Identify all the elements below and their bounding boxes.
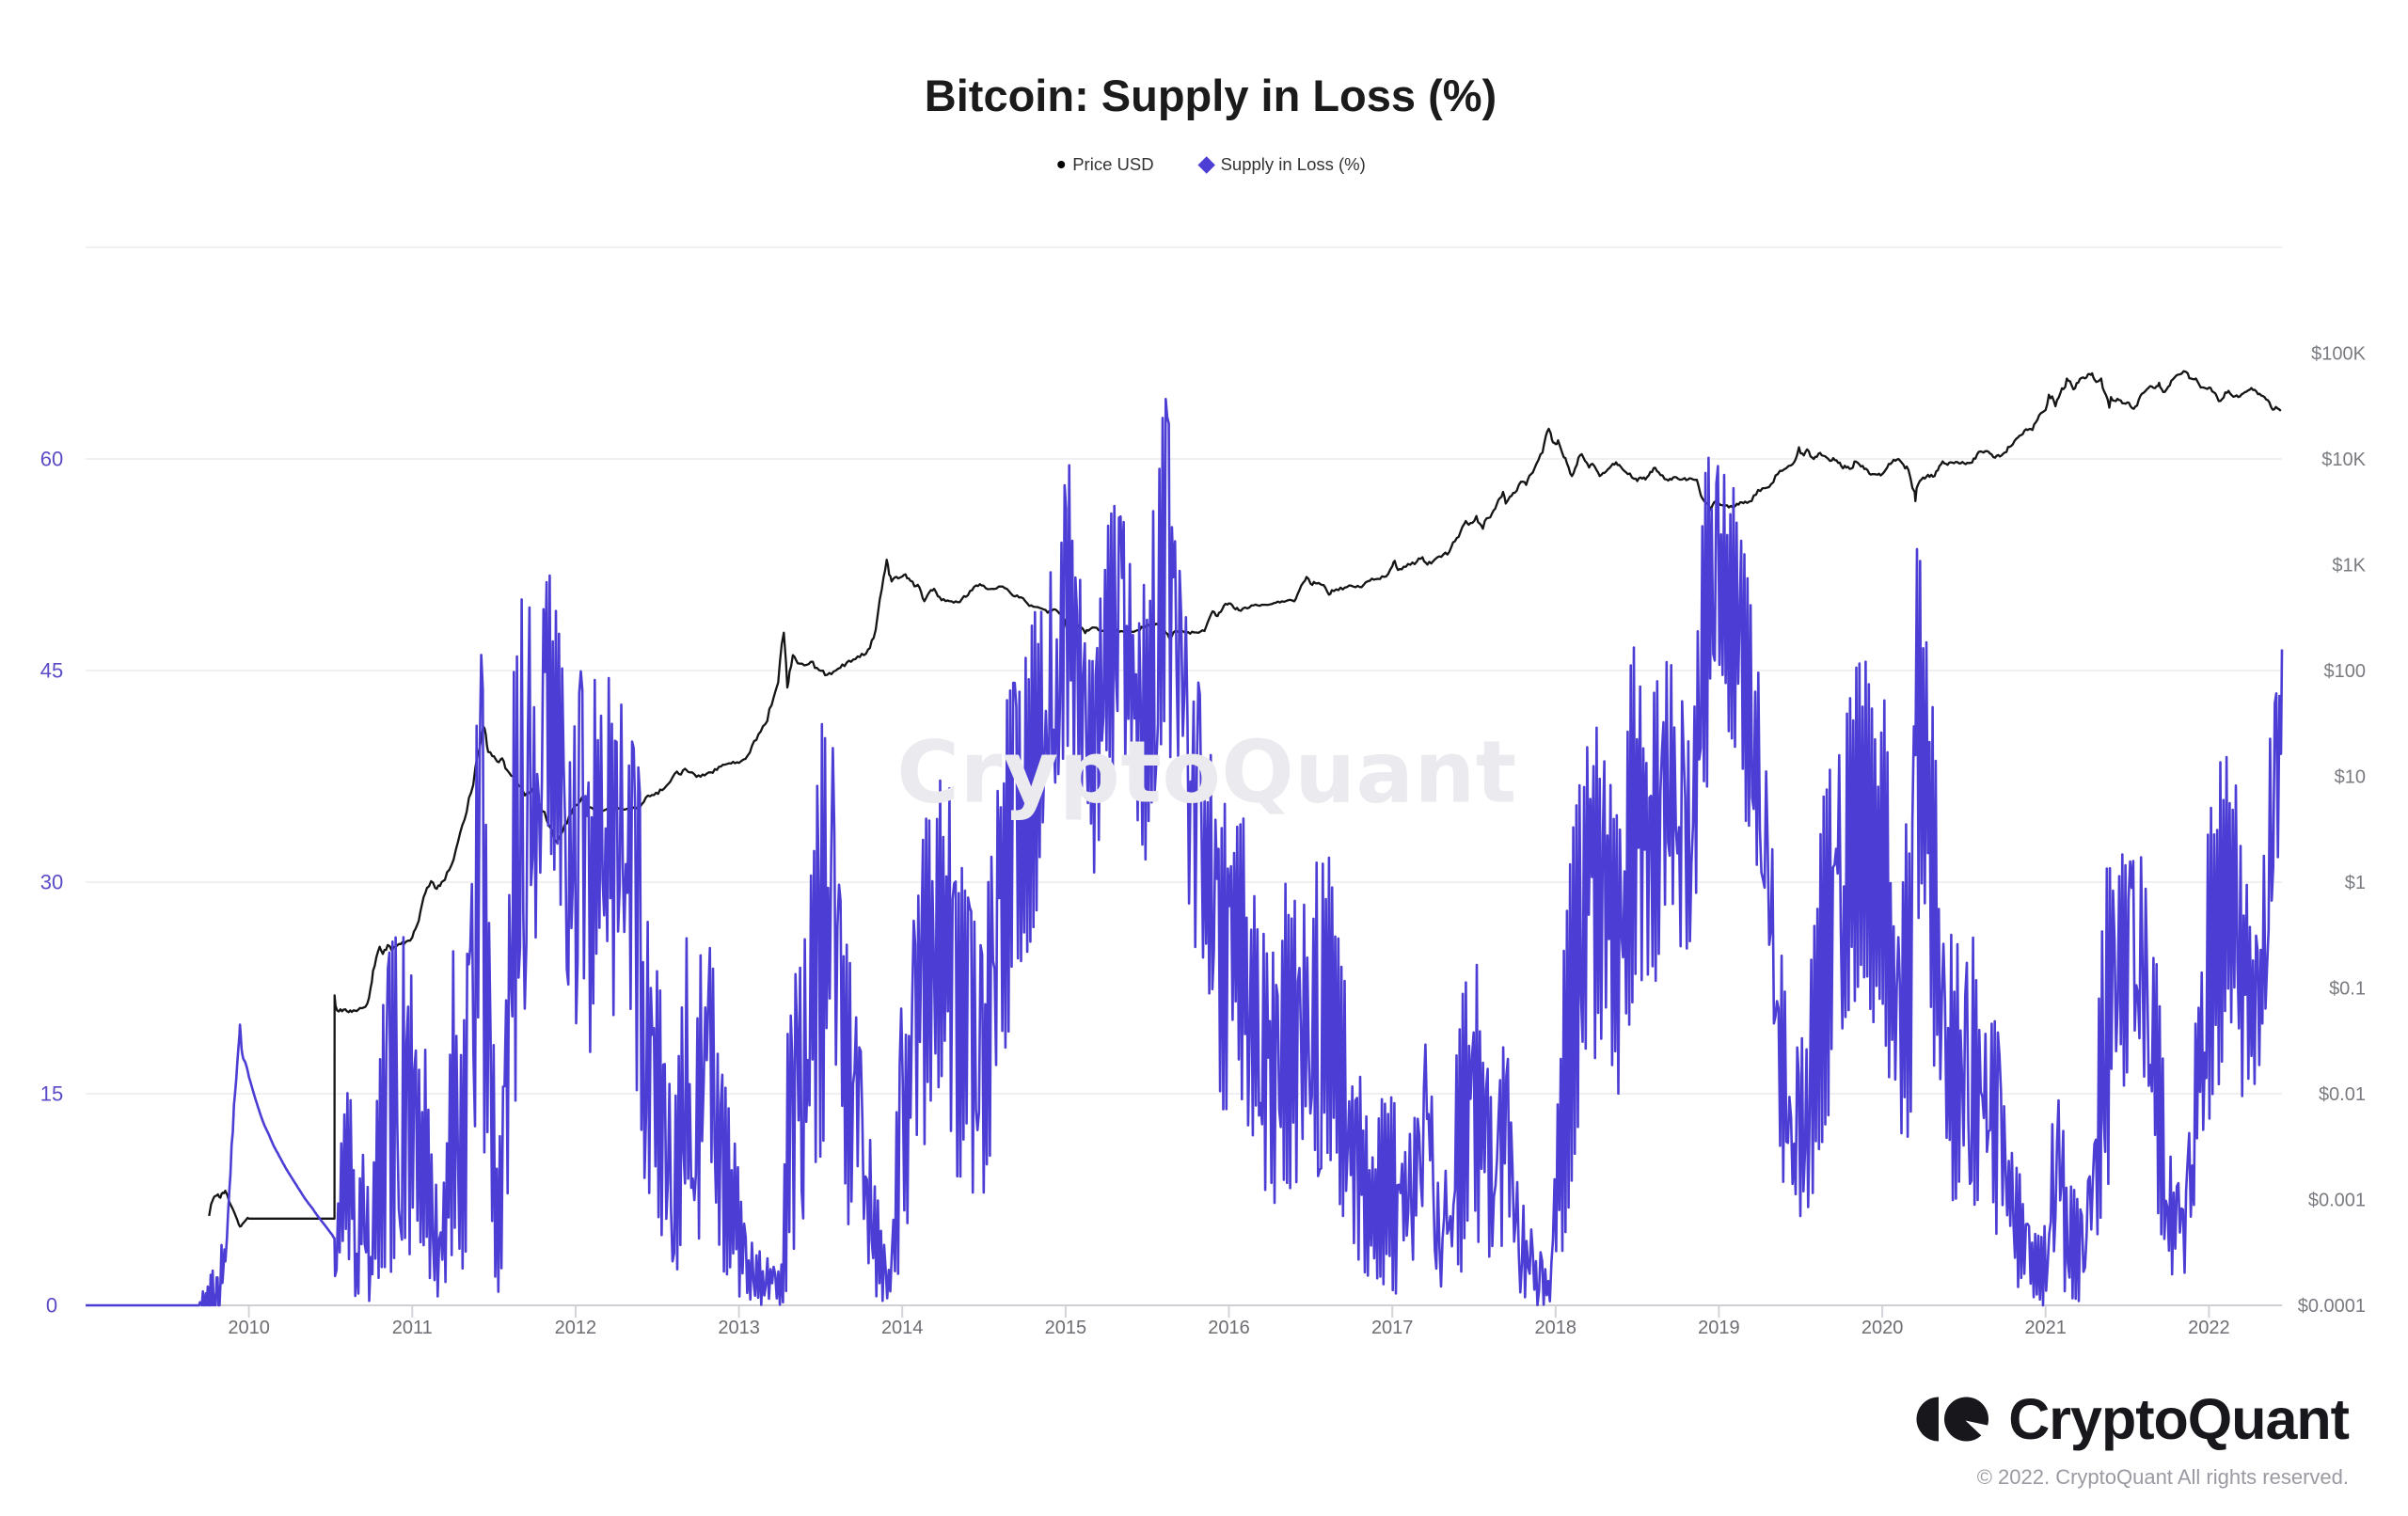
y-left-tick-label: 45 [40, 659, 63, 683]
copyright-text: © 2022. CryptoQuant All rights reserved. [1976, 1465, 2349, 1489]
y-right-tick-label: $10 [2335, 767, 2366, 788]
legend-item-supply-in-loss[interactable]: Supply in Loss (%) [1197, 154, 1366, 175]
legend: Price USD Supply in Loss (%) [1057, 154, 1366, 175]
legend-item-price-usd[interactable]: Price USD [1057, 154, 1154, 175]
y-right-tick-label: $1K [2332, 556, 2366, 576]
y-left-tick-label: 0 [46, 1294, 57, 1318]
loss-series-diamond-icon [1197, 155, 1216, 174]
y-right-tick-label: $1 [2345, 873, 2366, 893]
y-left-tick-label: 60 [40, 448, 63, 471]
legend-label-price-usd: Price USD [1072, 154, 1154, 174]
x-tick-label: 2015 [1045, 1318, 1087, 1338]
y-left-tick-label: 15 [40, 1082, 63, 1106]
brand-row: CryptoQuant [1916, 1386, 2350, 1452]
x-tick-label: 2010 [228, 1318, 270, 1338]
y-right-tick-label: $0.0001 [2298, 1296, 2366, 1317]
logo-notch [1965, 1420, 1990, 1437]
y-right-tick-label: $10K [2321, 450, 2366, 470]
x-tick-label: 2022 [2188, 1318, 2230, 1338]
x-tick-label: 2012 [555, 1318, 597, 1338]
x-tick-label: 2013 [718, 1318, 760, 1338]
x-tick-label: 2018 [1535, 1318, 1577, 1338]
x-tick-label: 2021 [2024, 1318, 2067, 1338]
x-tick-label: 2016 [1208, 1318, 1250, 1338]
x-tick-label: 2014 [881, 1318, 924, 1338]
y-right-tick-label: $100 [2324, 661, 2367, 682]
footer: CryptoQuant © 2022. CryptoQuant All righ… [1916, 1386, 2350, 1490]
x-tick-label: 2020 [1861, 1318, 1904, 1338]
brand-name: CryptoQuant [2008, 1387, 2350, 1451]
chart-title: Bitcoin: Supply in Loss (%) [924, 71, 1497, 120]
series-price-usd [208, 370, 2282, 1228]
watermark: CryptoQuant [896, 723, 1517, 823]
series-supply-in-loss [86, 398, 2284, 1307]
x-tick-label: 2011 [392, 1318, 433, 1338]
y-right-tick-label: $0.1 [2329, 979, 2366, 1000]
x-tick-label: 2017 [1371, 1318, 1414, 1338]
y-right-tick-label: $0.01 [2319, 1084, 2366, 1105]
x-tick-label: 2019 [1698, 1318, 1740, 1338]
logo-half-disc [1916, 1397, 1940, 1442]
y-right-tick-label: $0.001 [2308, 1191, 2366, 1211]
y-right-tick-label: $100K [2311, 344, 2366, 365]
y-left-tick-label: 30 [40, 871, 63, 894]
price-series-dot-icon [1057, 161, 1066, 168]
cryptoquant-logo-icon [1916, 1397, 1990, 1442]
legend-label-supply-in-loss: Supply in Loss (%) [1220, 154, 1366, 174]
